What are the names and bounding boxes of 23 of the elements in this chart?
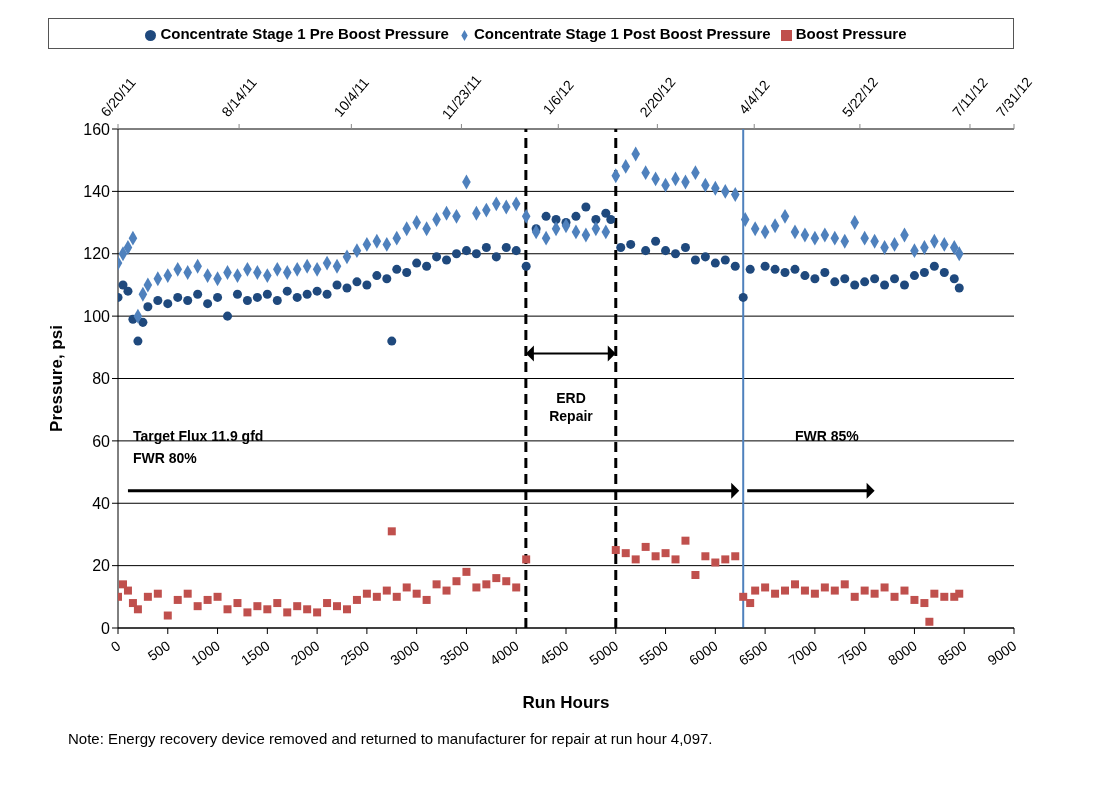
annotation: FWR 85% xyxy=(794,427,860,444)
x-tick-label: 500 xyxy=(144,637,174,664)
y-tick-label: 140 xyxy=(83,183,111,201)
text: Note: Energy recovery device removed and returned to manufacturer for repair at run hour 4,097. xyxy=(68,730,714,747)
y-axis-title: Pressure, psi xyxy=(47,325,67,432)
y-tick-label: 0 xyxy=(101,619,111,637)
annotation: FWR 80% xyxy=(132,449,198,466)
x-tick-label: 4000 xyxy=(486,637,522,669)
y-tick-label: 20 xyxy=(92,557,111,575)
x-tick-label: 0 xyxy=(107,637,124,656)
legend-label: Boost Pressure xyxy=(795,25,907,42)
annotation: ERD Repair xyxy=(549,390,594,425)
x-tick-label: 4500 xyxy=(536,637,572,669)
y-tick-label: 120 xyxy=(83,245,111,263)
x-axis-title: Run Hours xyxy=(522,693,610,712)
y-tick-label: 80 xyxy=(92,370,111,388)
y-tick-label: 100 xyxy=(83,307,111,325)
y-tick-label: 40 xyxy=(92,494,111,512)
y-tick-label: 60 xyxy=(92,432,111,450)
y-tick-label: 160 xyxy=(83,120,111,138)
legend-label: Concentrate Stage 1 Pre Boost Pressure xyxy=(160,25,449,42)
legend-label: Concentrate Stage 1 Post Boost Pressure xyxy=(473,25,771,42)
annotation: Target Flux 11.9 gfd xyxy=(132,427,264,444)
